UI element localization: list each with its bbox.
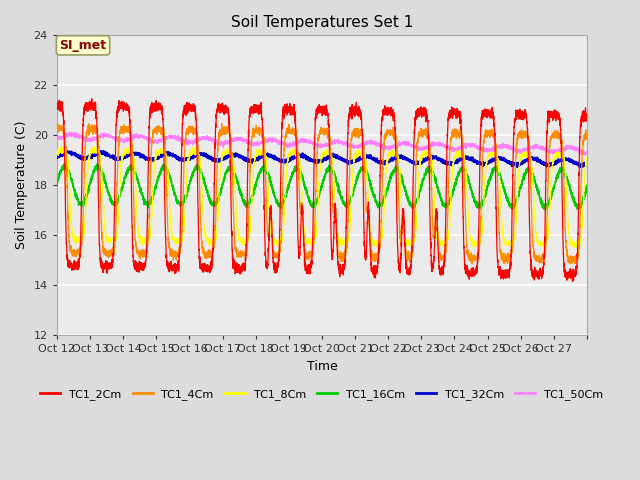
Text: SI_met: SI_met (60, 39, 107, 52)
Legend: TC1_2Cm, TC1_4Cm, TC1_8Cm, TC1_16Cm, TC1_32Cm, TC1_50Cm: TC1_2Cm, TC1_4Cm, TC1_8Cm, TC1_16Cm, TC1… (36, 384, 608, 404)
Y-axis label: Soil Temperature (C): Soil Temperature (C) (15, 121, 28, 250)
X-axis label: Time: Time (307, 360, 337, 372)
Title: Soil Temperatures Set 1: Soil Temperatures Set 1 (231, 15, 413, 30)
